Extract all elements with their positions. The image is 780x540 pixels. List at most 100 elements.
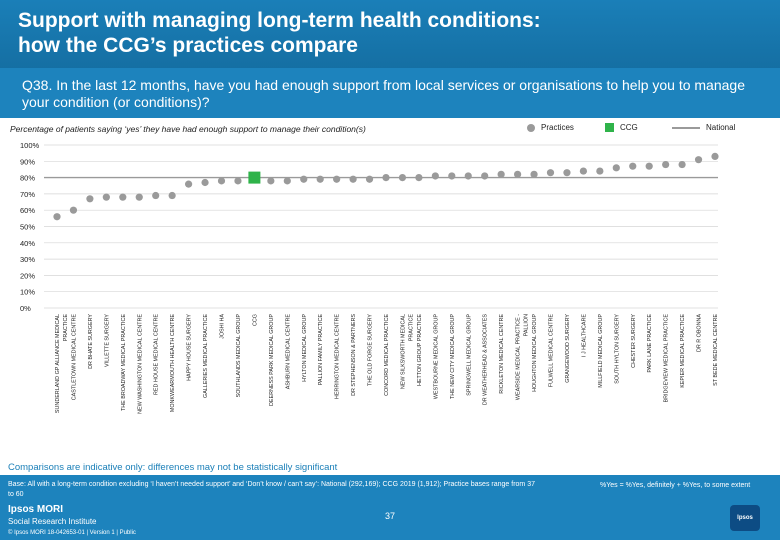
chart-subtitle: Percentage of patients saying ‘yes’ they… [10,124,366,134]
practice-point [563,169,571,177]
ipsos-mori-logo: Ipsos MORI [8,504,64,515]
practice-point [365,175,374,183]
legend-national-label: National [706,123,736,132]
yes-definition: %Yes = %Yes, definitely + %Yes, to some … [600,482,751,489]
practice-point [349,175,357,183]
disclaimer: Comparisons are indicative only: differe… [8,462,338,473]
y-tick-label: 30% [20,255,35,264]
y-tick-label: 40% [20,239,35,248]
practice-point [678,160,686,169]
practice-point [185,180,193,188]
category-label: WEARSIDE MEDICAL PRACTICE - [516,314,522,400]
title-bar [0,0,780,68]
category-label: PARK LANE PRACTICE [647,314,653,373]
category-label: DR WEATHERHEAD & ASSOCIATES [483,314,489,406]
category-label: MILLFIELD MEDICAL GROUP [598,314,604,388]
category-label: PALLION [524,314,530,336]
category-label: KEPIER MEDICAL PRACTICE [680,314,686,388]
category-label: RED HOUSE MEDICAL CENTRE [154,314,160,395]
category-label: PRACTICE [63,314,69,342]
practice-point [464,172,472,180]
category-label: JOSHI HA [220,314,226,339]
category-label: CHESTER SURGERY [631,314,637,368]
practice-point [448,172,456,180]
practice-point [596,167,604,175]
y-tick-label: 10% [20,288,35,297]
ccg-marker-icon [605,123,614,132]
category-label: HERRINGTON MEDICAL CENTRE [335,314,341,399]
practice-point [300,175,308,183]
page-title: Support with managing long-term health c… [18,9,541,57]
practice-point [53,213,61,221]
logo-subtitle: Social Research Institute [8,517,97,526]
practice-point [398,174,407,182]
question-banner [0,68,780,118]
category-label: DR R OBONNA [697,314,703,352]
category-label: HYLTON MEDICAL GROUP [302,314,308,382]
y-tick-label: 100% [20,141,40,150]
category-label: BRIDGEVIEW MEDICAL PRACTICE [664,314,670,403]
category-label: DEERNESS PARK MEDICAL GROUP [269,314,275,406]
copyright: © Ipsos MORI 18-042653-01 | Version 1 | … [8,530,136,536]
practice-point [168,191,176,200]
practice-point [711,152,719,161]
practice-point [579,167,588,175]
practice-point [481,172,489,180]
y-tick-label: 80% [20,174,35,183]
category-label: NEW SILKSWORTH MEDICAL [400,314,406,389]
category-label: MONKWEARMOUTH HEALTH CENTRE [170,314,176,413]
y-tick-label: 60% [20,206,35,215]
category-label: CONCORD MEDICAL PRACTICE [384,314,390,396]
legend-practices: Practices [527,123,574,132]
y-tick-label: 70% [20,190,35,199]
category-label: ST BEDE MEDICAL CENTRE [713,314,719,386]
practice-point [234,177,242,185]
legend-national: National [672,123,735,132]
ipsos-badge: Ipsos [730,505,760,531]
practice-point [546,169,555,177]
category-label: GALLERIES MEDICAL PRACTICE [203,314,209,398]
category-label: SOUTH HYLTON SURGERY [614,314,620,384]
practice-point [612,164,620,172]
practice-point [530,170,538,178]
category-label: ASHBURN MEDICAL CENTRE [285,314,291,390]
practice-marker-icon [527,123,535,132]
practice-point [102,193,110,201]
footer [0,475,780,540]
category-label: HETTON GROUP PRACTICE [417,314,423,386]
category-label: THE OLD FORGE SURGERY [368,314,374,386]
practice-point [333,175,341,183]
category-label: NEW WASHINGTON MEDICAL CENTRE [137,314,143,414]
category-label: DR BHATE SURGERY [88,314,94,369]
practice-point [497,170,505,178]
category-label: THE NEW CITY MEDICAL GROUP [450,314,456,399]
category-label: PALLION FAMILY PRACTICE [318,314,324,386]
comparison-chart: 0% 10% 20% 30% 40% 50% 60% 70% 80% 90% 100% SUNDERL… [20,141,719,414]
y-tick-label: 0% [20,304,31,313]
category-label: VILLETTE SURGERY [104,314,110,367]
practice-point [431,172,439,180]
category-label: HAPPY HOUSE SURGERY [187,314,193,381]
category-label: WESTBOURNE MEDICAL GROUP [433,314,439,400]
practice-point [629,162,637,170]
y-tick-label: 20% [20,271,35,280]
category-label: CCG [252,314,258,326]
ccg-marker [248,171,261,184]
practice-point [694,156,703,164]
practice-point [514,170,522,178]
national-line-icon [672,126,700,129]
practice-point [152,191,160,200]
base-note: Base: All with a long-term condition exc… [8,481,535,498]
category-label: SPRINGWELL MEDICAL GROUP [466,314,472,396]
legend-ccg: CCG [605,123,638,132]
category-label: SUNDERLAND GP ALLIANCE MEDICAL [55,314,61,413]
category-label: GRANGEWOOD SURGERY [565,314,571,383]
practice-point [645,162,653,170]
practice-point [119,193,127,201]
category-label: DR STEPHENSON & PARTNERS [351,314,357,396]
survey-question: Q38. In the last 12 months, have you had… [22,77,745,110]
practice-point [382,174,390,182]
category-label: THE BROADWAY MEDICAL PRACTICE [121,314,127,411]
practice-point [217,177,226,185]
practice-point [86,195,94,203]
